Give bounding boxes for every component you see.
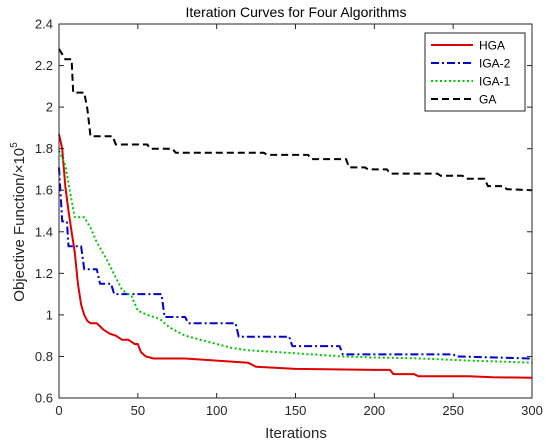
legend: HGA IGA-2 IGA-1 GA	[424, 32, 526, 112]
y-axis-label: Objective Function/×105	[9, 142, 28, 302]
y-tick-label: 2	[46, 100, 53, 115]
y-tick-label: 1.6	[35, 183, 53, 198]
y-tick-label: 1.2	[35, 266, 53, 281]
x-tick-label: 200	[363, 403, 385, 418]
x-tick-label: 0	[55, 403, 62, 418]
x-tick-label: 300	[521, 403, 543, 418]
y-tick-label: 2.4	[35, 17, 53, 32]
series-line-hga	[58, 133, 533, 379]
y-tick-label: 0.8	[35, 349, 53, 364]
x-tick-label: 250	[442, 403, 464, 418]
y-axis-label-exponent: 5	[9, 142, 20, 148]
x-tick-label: 100	[206, 403, 228, 418]
legend-label-ga: GA	[479, 93, 496, 107]
x-tick-label: 150	[285, 403, 307, 418]
legend-label-iga-1: IGA-1	[479, 75, 511, 89]
series-line-iga-2	[58, 167, 533, 360]
x-axis-label: Iterations	[265, 425, 327, 442]
y-tick-label: 1.8	[35, 141, 53, 156]
series-layer	[58, 48, 533, 379]
y-axis-label-base: Objective Function/×10	[11, 148, 28, 302]
chart-title: Iteration Curves for Four Algorithms	[186, 4, 407, 20]
legend-label-hga: HGA	[479, 39, 505, 53]
x-tick-label: 50	[131, 403, 145, 418]
legend-label-iga-2: IGA-2	[479, 57, 511, 71]
y-tick-label: 0.6	[35, 391, 53, 406]
y-tick-label: 1	[46, 307, 53, 322]
y-tick-label: 2.2	[35, 58, 53, 73]
ticks-layer: 0 50 100 150 200 250 300 0.6 0.8 1 1.2 1.4 1.6 1.8 2 2.…	[35, 17, 543, 419]
y-tick-label: 1.4	[35, 224, 53, 239]
series-line-iga-1	[58, 150, 533, 364]
